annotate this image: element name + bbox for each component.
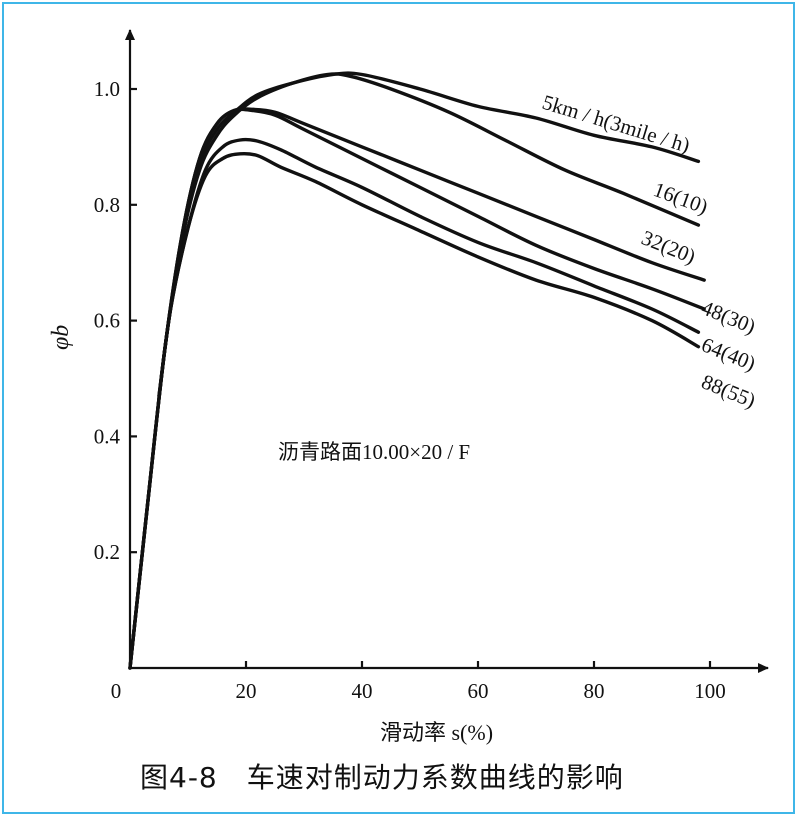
y-tick-label: 0.6 xyxy=(94,309,120,333)
series-label: 5km / h(3mile / h) xyxy=(540,90,693,158)
surface-annotation: 沥青路面10.00×20 / F xyxy=(278,440,470,464)
x-tick-label: 40 xyxy=(352,679,373,703)
series-label: 88(55) xyxy=(698,369,759,412)
curves xyxy=(128,71,706,670)
figure-caption: 图4-8 车速对制动力系数曲线的影响 xyxy=(140,761,624,794)
x-tick-label: 100 xyxy=(694,679,726,703)
y-tick-label: 0.8 xyxy=(94,193,120,217)
axes: 0 20 40 60 80 100 0.2 0.4 0.6 0.8 1.0 xyxy=(94,29,769,703)
series-line xyxy=(157,137,701,398)
x-tick-label: 0 xyxy=(111,679,122,703)
y-tick-label: 1.0 xyxy=(94,77,120,101)
x-tick-label: 60 xyxy=(468,679,489,703)
y-tick-label: 0.4 xyxy=(94,424,121,448)
y-axis-label: φb xyxy=(48,325,74,350)
x-axis-label: 滑动率 s(%) xyxy=(380,720,493,745)
x-tick-label: 20 xyxy=(236,679,257,703)
series-line xyxy=(157,151,701,398)
y-tick-label: 0.2 xyxy=(94,540,120,564)
series-line xyxy=(128,107,706,670)
series-label: 16(10) xyxy=(650,177,711,219)
series-labels: 5km / h(3mile / h)16(10)32(20)48(30)64(4… xyxy=(540,90,760,413)
x-tick-label: 80 xyxy=(584,679,605,703)
